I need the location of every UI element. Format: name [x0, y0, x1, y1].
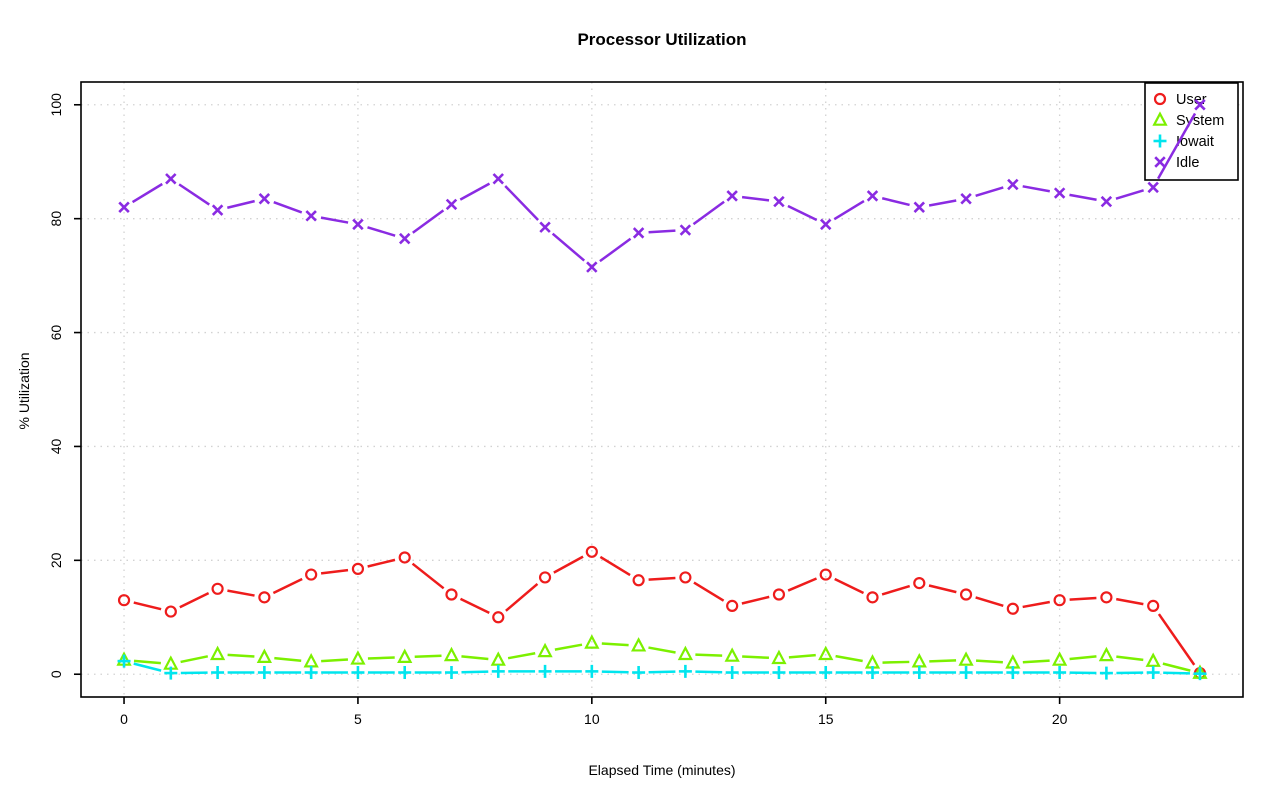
y-tick-label: 60: [48, 325, 64, 341]
legend-label: System: [1176, 113, 1224, 129]
legend-label: Iowait: [1176, 134, 1214, 150]
x-tick-label: 0: [120, 711, 128, 727]
y-tick-label: 0: [48, 670, 64, 678]
x-tick-label: 5: [354, 711, 362, 727]
legend-item-iowait: Iowait: [1153, 134, 1214, 150]
series-system: [116, 634, 1208, 679]
legend-item-idle: Idle: [1154, 155, 1199, 171]
x-tick-label: 15: [818, 711, 834, 727]
y-tick-label: 100: [48, 93, 64, 117]
series-iowait: [117, 654, 1207, 681]
x-tick-label: 10: [584, 711, 600, 727]
x-axis-label: Elapsed Time (minutes): [588, 762, 736, 778]
series-user: [117, 545, 1207, 680]
y-tick-label: 20: [48, 552, 64, 568]
gridlines: [81, 82, 1243, 697]
series-idle: [118, 99, 1206, 273]
legend-label: Idle: [1176, 155, 1199, 171]
axes: 0 5 10 15 20 0 20 40 60 80 100: [48, 81, 1244, 727]
chart-title: Processor Utilization: [577, 30, 747, 49]
y-tick-label: 40: [48, 438, 64, 454]
x-tick-label: 20: [1052, 711, 1068, 727]
y-axis-label: % Utilization: [16, 352, 32, 430]
y-tick-label: 80: [48, 211, 64, 227]
